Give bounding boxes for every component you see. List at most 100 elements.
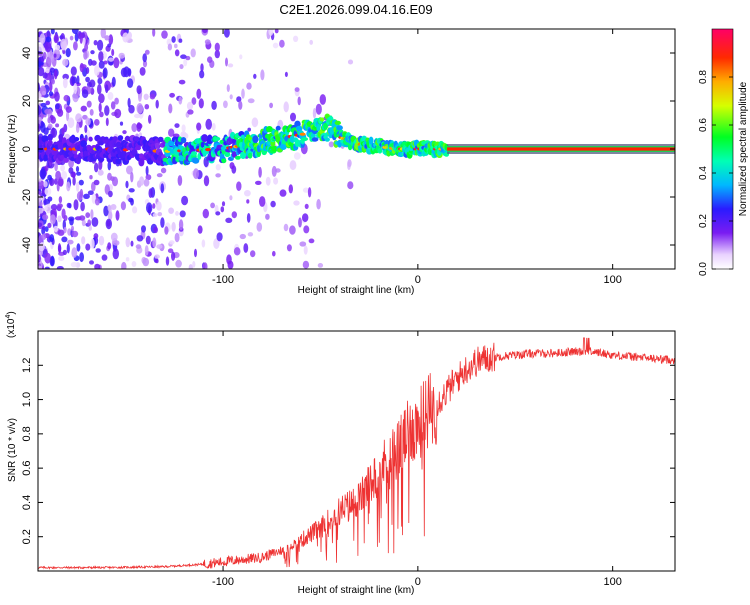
spectrogram-noise-blob-744 (97, 84, 102, 95)
spectrogram-noise-blob-120 (168, 128, 175, 137)
spectrogram-noise-blob-218 (83, 193, 90, 199)
spectrogram-noise-blob-594 (122, 32, 129, 43)
spectrogram-noise-blob-687 (141, 225, 146, 233)
spectrogram-noise-blob-347 (84, 43, 89, 51)
spectrogram-noise-blob-787 (81, 89, 89, 98)
spectrogram-ridge-blob-874 (63, 157, 69, 163)
snr-scale-label: (x104) (5, 311, 17, 338)
spectrogram-noise-blob-562 (174, 49, 180, 57)
spectrogram-noise-blob-298 (73, 199, 79, 211)
spectrogram-noise-blob-391 (94, 65, 100, 76)
spectrogram-noise-blob-693 (87, 219, 92, 226)
spectrogram-ridge-blob-1387 (280, 143, 287, 150)
spectrogram-ridge-blob-825 (41, 135, 49, 143)
spectrogram-noise-blob-719 (132, 206, 138, 214)
spectrogram-noise-blob-596 (75, 113, 82, 123)
snr-panel: -100 0 100 0.2 0.4 0.6 0.8 1.0 1.2 Height of st… (5, 311, 676, 596)
spectrogram-noise-blob-598 (171, 251, 176, 261)
spectrogram-ridge-blob-1001 (115, 158, 122, 165)
spectrogram-ridge-blob-1517 (336, 125, 343, 131)
spectrogram-ridge-blob-1181 (193, 157, 199, 164)
spectrogram-x-tick-label-1: 0 (415, 274, 421, 286)
spectrogram-noise-blob-263 (98, 235, 105, 246)
spectrogram-noise-blob-357 (57, 108, 64, 117)
spectrogram-noise-blob-36 (229, 94, 233, 100)
snr-y-tick-label-1: 0.4 (21, 495, 33, 510)
spectrogram-noise-blob-318 (223, 100, 228, 109)
spectrogram-ridge-blob-837 (47, 139, 53, 147)
spectrogram-noise-blob-797 (192, 261, 196, 268)
spectrogram-noise-blob-540 (167, 43, 173, 51)
spectrogram-noise-blob-705 (112, 240, 120, 246)
spectrogram-noise-blob-202 (44, 266, 50, 269)
spectrogram-noise-blob-29 (91, 60, 97, 66)
spectrogram-noise-blob-416 (81, 219, 86, 227)
spectrogram-noise-blob-732 (50, 29, 55, 35)
spectrogram-noise-blob-764 (148, 188, 153, 199)
spectrogram-noise-blob-180 (93, 233, 99, 239)
spectrogram-ridge-blob-1470 (316, 124, 321, 132)
spectrogram-ridge-blob-1488 (324, 137, 330, 142)
snr-frame (37, 330, 676, 572)
spectrogram-noise-blob-699 (130, 198, 134, 206)
spectrogram-noise-blob-138 (90, 50, 95, 55)
spectrogram-noise-blob-778 (108, 190, 113, 198)
spectrogram-noise-blob-799 (44, 205, 48, 211)
colorbar-tick-label-1: 0.2 (698, 214, 709, 228)
spectrogram-noise-blob-753 (79, 188, 84, 199)
spectrogram-noise-blob-306 (76, 243, 81, 252)
spectrogram-ridge-blob-1273 (231, 151, 238, 158)
snr-y-ticks: 0.2 0.4 0.6 0.8 1.0 1.2 (21, 358, 675, 544)
spectrogram-noise-blob-131 (265, 176, 271, 186)
spectrogram-noise-blob-483 (229, 195, 233, 201)
spectrogram-noise-blob-580 (51, 78, 55, 85)
spectrogram-y-tick-label-1: -20 (21, 189, 33, 205)
spectrogram-noise-blob-526 (207, 56, 213, 63)
spectrogram-noise-blob-253 (76, 171, 82, 176)
spectrogram-noise-blob-756 (102, 67, 108, 79)
spectrogram-ridge-blob-1455 (310, 132, 316, 139)
spectrogram-noise-blob-493 (259, 196, 266, 207)
spectrogram-noise-blob-772 (73, 41, 78, 51)
spectrogram-noise-blob-26 (214, 49, 220, 59)
spectrogram-noise-blob-364 (203, 175, 210, 187)
spectrogram-ridge-blob-862 (58, 133, 64, 141)
spectrogram-noise-blob-248 (243, 243, 249, 253)
spectrogram-noise-blob-374 (134, 113, 141, 119)
spectrogram-noise-blob-14 (183, 58, 188, 67)
spectrogram-noise-blob-428 (41, 225, 46, 230)
spectrogram-noise-blob-462 (83, 51, 88, 60)
colorbar-label: Normalized spectral amplitude (738, 81, 749, 216)
spectrogram-noise-blob-735 (54, 69, 58, 80)
spectrogram-noise-blob-730 (142, 257, 150, 267)
spectrogram-noise-blob-582 (45, 68, 50, 74)
spectrogram-ridge-blob-1293 (240, 151, 247, 159)
spectrogram-noise-blob-235 (48, 81, 53, 92)
spectrogram-noise-blob-384 (236, 181, 242, 191)
spectrogram-noise-blob-601 (142, 60, 148, 68)
spectrogram-noise-blob-760 (63, 94, 70, 102)
spectrogram-noise-blob-380 (174, 232, 180, 243)
spectrogram-noise-blob-619 (44, 165, 49, 172)
spectrogram-noise-blob-711 (57, 178, 64, 187)
spectrogram-noise-blob-461 (227, 63, 234, 68)
spectrogram-noise-blob-421 (130, 240, 134, 247)
spectrogram-carrier-core (447, 147, 675, 151)
spectrogram-noise-blob-28 (61, 236, 68, 243)
spectrogram-ridge-blob-1310 (247, 152, 253, 159)
spectrogram-noise-blob-617 (38, 123, 41, 130)
spectrogram-noise-blob-599 (57, 215, 62, 223)
spectrogram-noise-blob-789 (165, 256, 170, 266)
spectrogram-noise-blob-649 (223, 29, 230, 38)
snr-series-line (38, 337, 675, 570)
spectrogram-noise-blob-385 (50, 204, 58, 211)
spectrogram-noise-blob-159 (45, 100, 51, 106)
spectrogram-noise-blob-427 (115, 210, 120, 221)
spectrogram-noise-blob-95 (220, 206, 225, 213)
spectrogram-noise-blob-281 (180, 131, 187, 139)
spectrogram-noise-blob-294 (136, 235, 144, 242)
spectrogram-noise-blob-690 (178, 96, 183, 105)
spectrogram-noise-blob-277 (130, 171, 134, 183)
spectrogram-noise-blob-455 (93, 179, 100, 186)
spectrogram-noise-blob-47 (85, 243, 91, 251)
